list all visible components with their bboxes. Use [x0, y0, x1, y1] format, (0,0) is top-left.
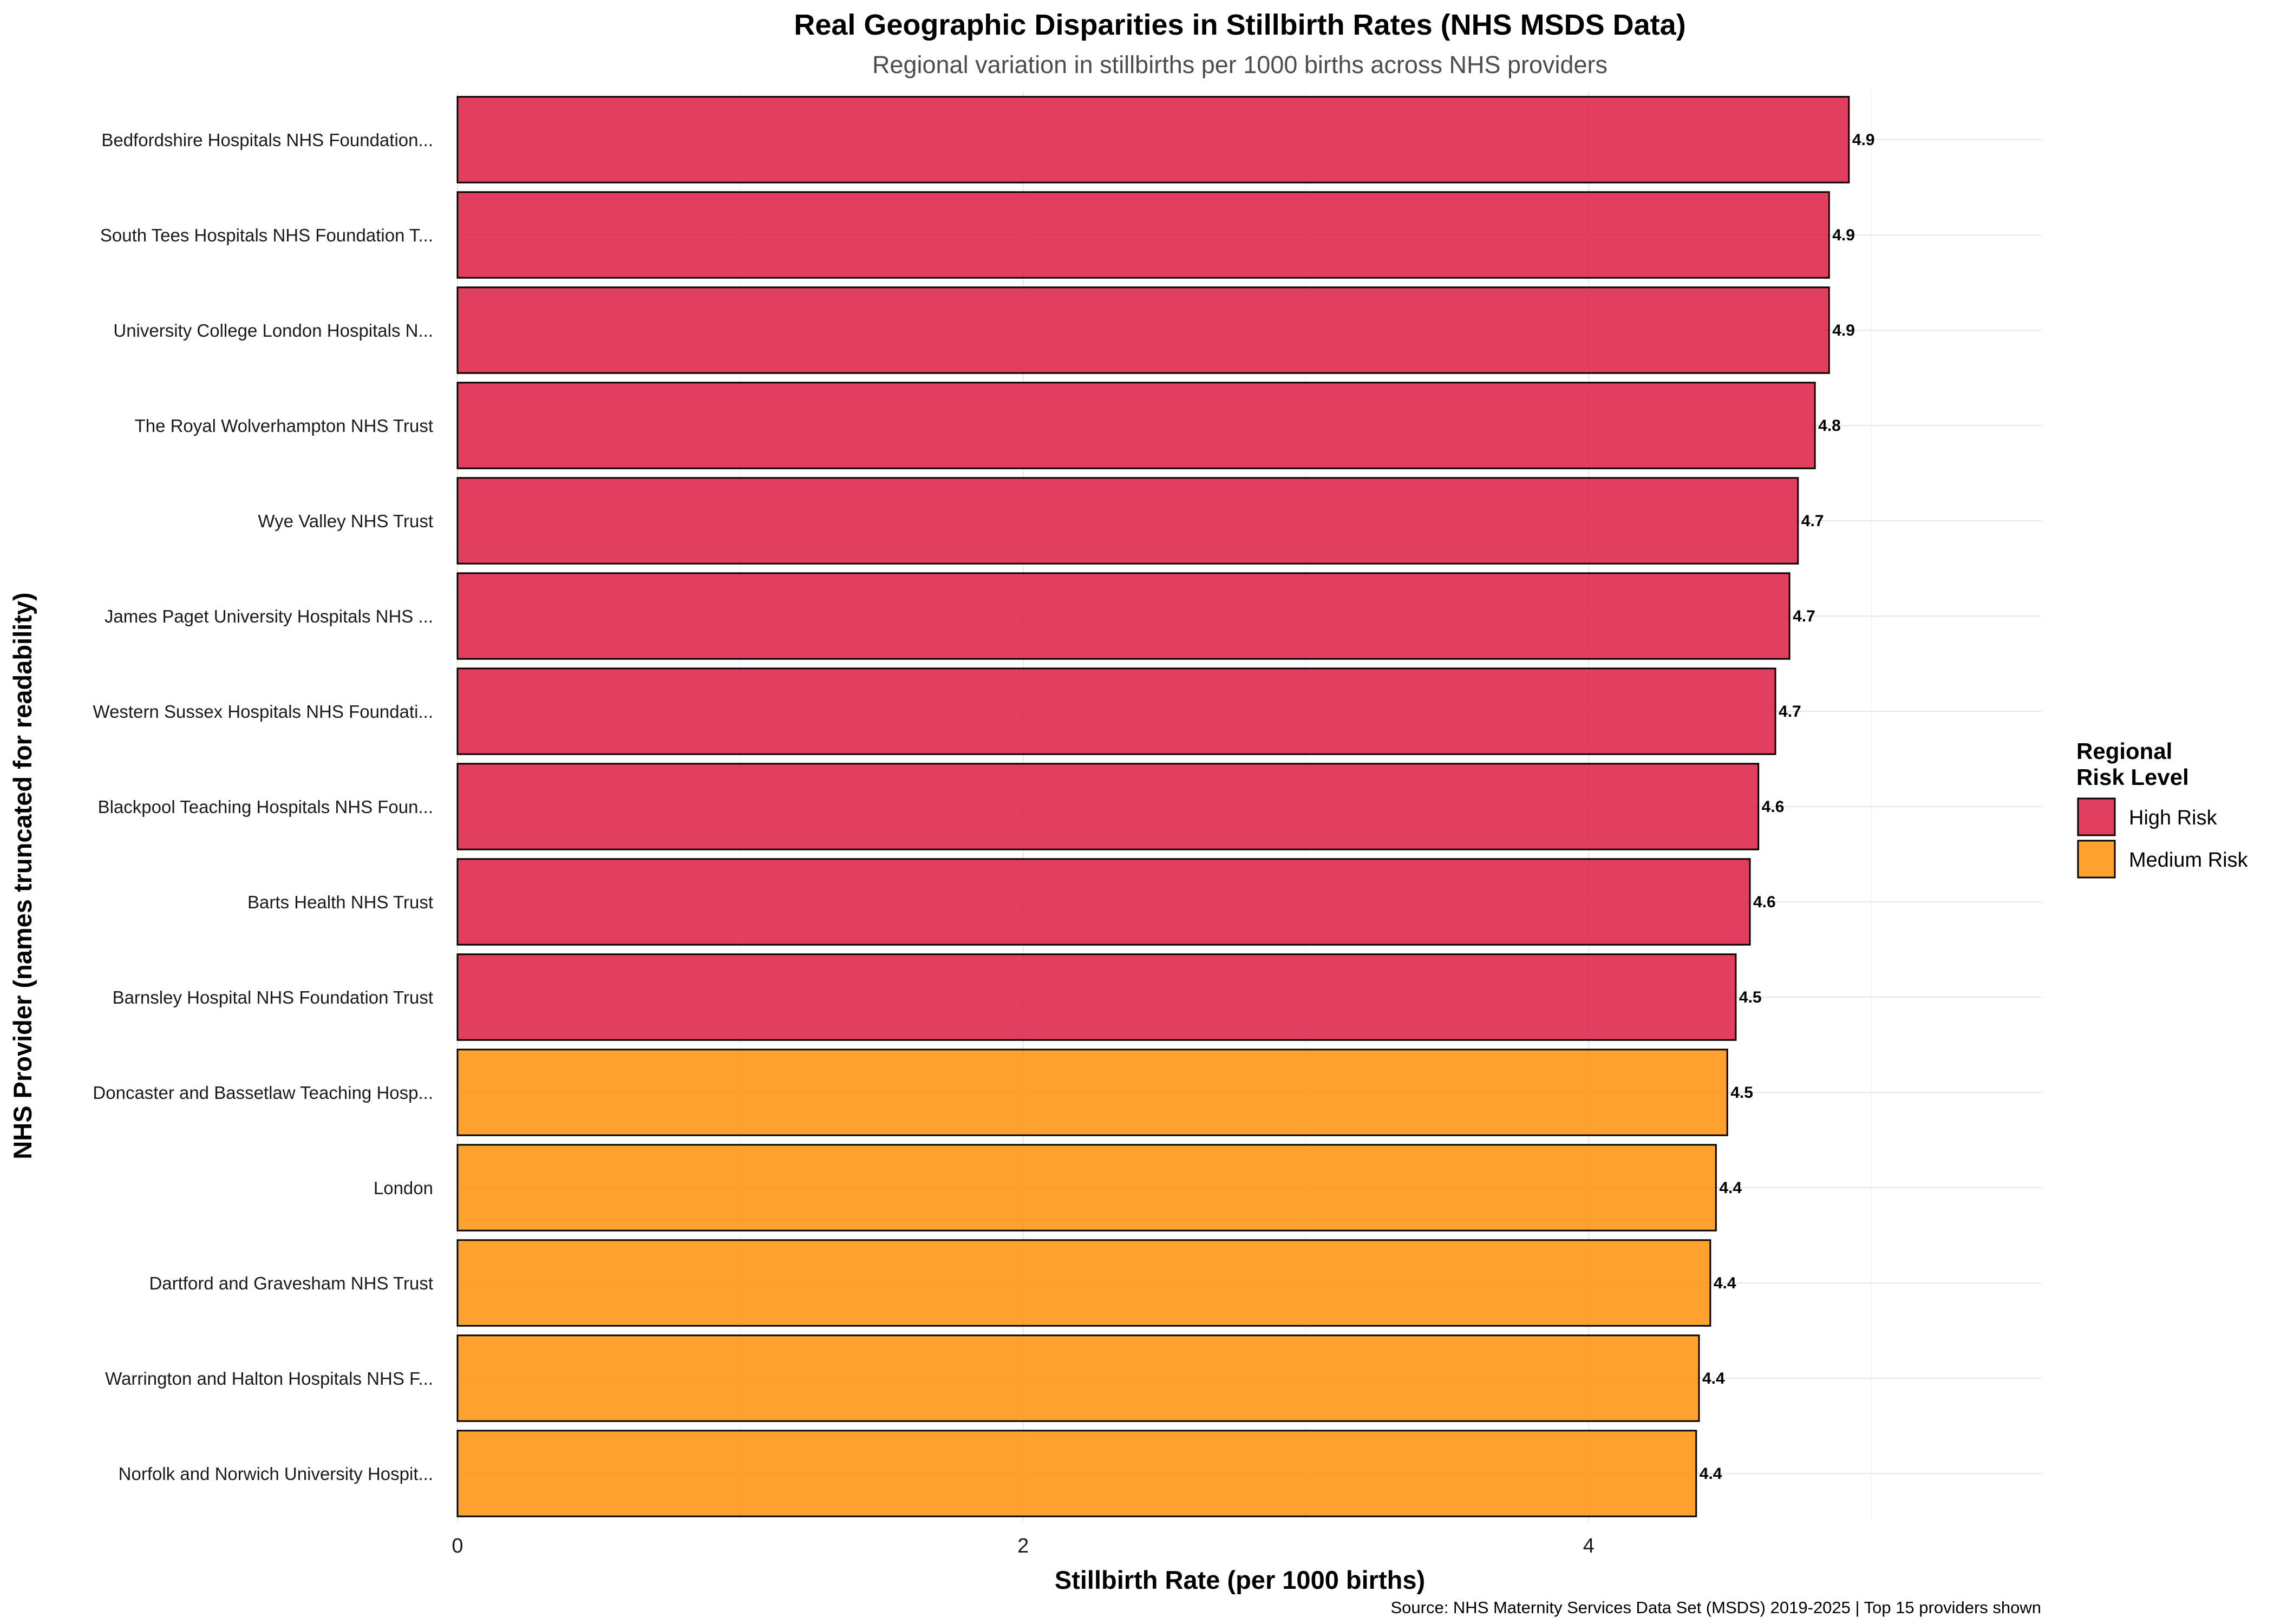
legend-label: Medium Risk — [2129, 849, 2249, 872]
legend-title-line-2: Risk Level — [2076, 764, 2189, 790]
legend-label: High Risk — [2129, 807, 2218, 829]
bar-value-label: 4.7 — [1779, 703, 1801, 721]
category-label: Blackpool Teaching Hospitals NHS Foun... — [98, 797, 433, 817]
bar-value-label: 4.7 — [1801, 512, 1824, 530]
bar — [456, 1144, 1717, 1232]
bar — [456, 953, 1737, 1041]
chart-title: Real Geographic Disparities in Stillbirt… — [794, 9, 1685, 41]
chart-subtitle: Regional variation in stillbirths per 10… — [872, 51, 1608, 78]
x-tick-label: 2 — [1017, 1535, 1029, 1557]
bar-value-labels: 4.9 4.9 4.9 4.8 4.7 4.7 4.7 4.6 4.6 4.5 4.5 4.4 4.4 4… — [1700, 131, 1875, 1483]
bar — [456, 191, 1830, 279]
bar-value-label: 4.4 — [1700, 1465, 1722, 1483]
x-axis-tick-labels: 0 2 4 — [452, 1535, 1594, 1557]
bar-value-label: 4.7 — [1793, 607, 1815, 625]
bar-value-label: 4.8 — [1818, 417, 1841, 435]
bar — [456, 572, 1791, 660]
bar-value-label: 4.4 — [1702, 1370, 1725, 1387]
category-label: Wye Valley NHS Trust — [258, 511, 433, 531]
x-tick-label: 0 — [452, 1535, 463, 1557]
legend-swatch — [2077, 797, 2116, 836]
bar-value-label: 4.5 — [1739, 988, 1762, 1006]
category-label: Doncaster and Bassetlaw Teaching Hosp... — [93, 1083, 433, 1103]
category-label: The Royal Wolverhampton NHS Trust — [135, 416, 433, 436]
x-tick-label: 4 — [1583, 1535, 1595, 1557]
category-label: Western Sussex Hospitals NHS Foundati... — [93, 702, 433, 722]
legend-swatch — [2077, 840, 2116, 879]
legend: Regional Risk Level High Risk Medium Risk — [2076, 738, 2249, 879]
bar — [456, 1334, 1700, 1422]
category-label: Warrington and Halton Hospitals NHS F... — [105, 1368, 433, 1389]
category-label: Dartford and Gravesham NHS Trust — [149, 1273, 433, 1293]
bar — [456, 667, 1776, 755]
bar-value-label: 4.6 — [1753, 893, 1776, 911]
category-label: Bedfordshire Hospitals NHS Foundation... — [101, 130, 433, 150]
bar — [456, 477, 1799, 565]
category-label: South Tees Hospitals NHS Foundation T... — [100, 225, 433, 245]
bar — [456, 1239, 1711, 1327]
legend-title-line-1: Regional — [2076, 738, 2172, 764]
category-label: Barnsley Hospital NHS Foundation Trust — [113, 987, 433, 1007]
bar — [456, 858, 1751, 946]
bar — [456, 1049, 1728, 1136]
bar-value-label: 4.9 — [1832, 226, 1855, 244]
bar — [456, 763, 1760, 850]
bar-value-label: 4.5 — [1730, 1084, 1753, 1102]
category-label: Barts Health NHS Trust — [247, 892, 433, 912]
y-axis-title: NHS Provider (names truncated for readab… — [8, 592, 37, 1159]
category-label: Norfolk and Norwich University Hospit... — [119, 1464, 433, 1484]
bar — [456, 286, 1830, 374]
bar-value-label: 4.9 — [1852, 131, 1875, 149]
x-axis-title: Stillbirth Rate (per 1000 births) — [1055, 1566, 1425, 1594]
y-axis-category-labels: Bedfordshire Hospitals NHS Foundation...… — [93, 130, 433, 1484]
bar-value-label: 4.4 — [1719, 1179, 1742, 1197]
chart-caption: Source: NHS Maternity Services Data Set … — [1390, 1598, 2041, 1617]
bar — [456, 382, 1816, 469]
category-label: University College London Hospitals N... — [113, 320, 433, 340]
category-label: James Paget University Hospitals NHS ... — [104, 606, 433, 626]
bar-value-label: 4.9 — [1832, 322, 1855, 339]
bar-value-label: 4.4 — [1714, 1274, 1736, 1292]
bar-value-label: 4.6 — [1762, 798, 1785, 816]
bar — [456, 96, 1850, 184]
bar — [456, 1430, 1697, 1517]
category-label: London — [374, 1178, 433, 1198]
bars — [456, 96, 1850, 1517]
